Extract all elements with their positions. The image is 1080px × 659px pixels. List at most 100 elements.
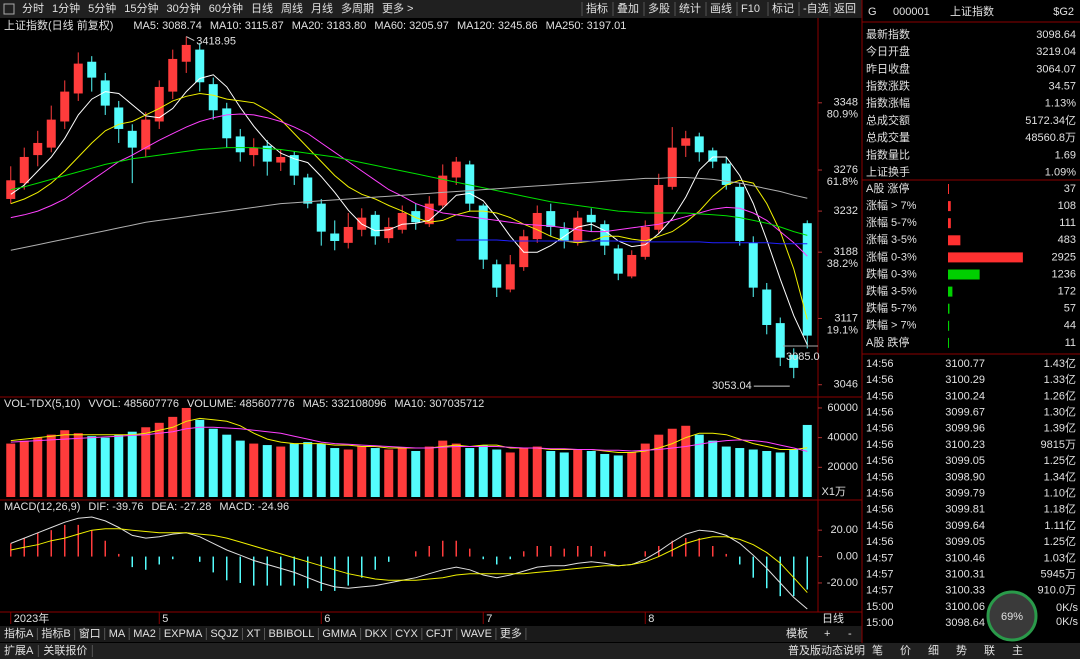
period-tab[interactable]: 周线	[281, 1, 303, 15]
indicator-tab[interactable]: DKX	[365, 628, 388, 640]
period-tab[interactable]: 月线	[311, 1, 333, 15]
tool-button[interactable]: 多股	[648, 1, 670, 15]
period-tab[interactable]: 日线	[251, 1, 273, 15]
indicator-tab[interactable]: WAVE	[461, 628, 492, 640]
quote-value: 1.09%	[1045, 167, 1076, 179]
tool-button[interactable]: 叠加	[617, 2, 639, 15]
candle-body	[181, 44, 191, 62]
tab-control[interactable]: 模板	[786, 626, 808, 640]
tool-button[interactable]: -自选	[803, 2, 829, 15]
indicator-tab[interactable]: MA	[109, 628, 126, 640]
candle-body	[411, 211, 421, 223]
period-tab[interactable]: 5分钟	[88, 1, 116, 15]
status-tab[interactable]: 笔	[872, 643, 883, 657]
breadth-label: 涨幅 0-3%	[866, 250, 917, 263]
status-tab[interactable]: 价	[900, 644, 911, 657]
period-tab[interactable]: 更多 >	[382, 1, 413, 15]
quote-code: 000001	[893, 6, 930, 18]
quote-label: 昨日收盘	[866, 61, 910, 75]
vol-legend: VVOL: 485607776	[88, 398, 179, 410]
macd-legend: DIF: -39.76	[88, 501, 143, 513]
status-tab[interactable]: 主	[1012, 644, 1023, 657]
toolbar-bg	[0, 0, 862, 18]
indicator-tab[interactable]: 指标A	[4, 626, 34, 640]
period-tab[interactable]: 60分钟	[209, 1, 243, 15]
candle-body	[6, 180, 16, 199]
breadth-label: 跌幅 > 7%	[866, 318, 917, 332]
x-tick-label: 8	[648, 613, 654, 625]
volume-bar	[789, 449, 799, 497]
candle-body	[775, 323, 785, 358]
ma-line	[456, 239, 808, 245]
breadth-label: A股 涨停	[866, 181, 909, 195]
status-info[interactable]: 普及版动态说明	[788, 643, 865, 657]
status-tab[interactable]: 联	[984, 644, 995, 657]
indicator-tab[interactable]: 窗口	[79, 626, 101, 640]
tool-button[interactable]: F10	[741, 3, 760, 15]
volume-bar	[370, 448, 380, 497]
candle-body	[73, 63, 83, 94]
tool-button[interactable]: 返回	[834, 2, 856, 15]
indicator-tab[interactable]: MA2	[133, 628, 156, 640]
period-tab[interactable]: 15分钟	[124, 1, 158, 15]
volume-bar	[303, 442, 313, 497]
y-tick-label: 20000	[827, 461, 858, 473]
candle-body	[384, 226, 394, 239]
quote-label: 指数量比	[866, 147, 910, 161]
period-tab[interactable]: 分时	[22, 2, 44, 15]
x-tick-label: 7	[486, 613, 492, 625]
tick-price: 3100.23	[945, 439, 985, 451]
tick-price: 3100.46	[945, 552, 985, 564]
indicator-tab[interactable]: GMMA	[322, 628, 357, 640]
tab-control[interactable]: -	[848, 628, 852, 640]
indicator-tab[interactable]: BBIBOLL	[269, 628, 315, 640]
status-tab[interactable]: 势	[956, 644, 967, 657]
volume-bar	[451, 443, 461, 497]
candle-body	[694, 136, 704, 153]
indicator-tab[interactable]: 指标B	[41, 626, 70, 640]
y-tick-label: -20.00	[827, 577, 858, 589]
quote-flag: G	[868, 6, 877, 18]
indicator-tab[interactable]: 更多	[500, 626, 522, 640]
tab-control[interactable]: +	[824, 628, 830, 640]
tick-time: 14:56	[866, 358, 894, 370]
indicator-tab[interactable]: CYX	[395, 628, 418, 640]
indicator-tab[interactable]: EXPMA	[164, 628, 203, 640]
indicator-tab[interactable]: XT	[246, 628, 260, 640]
breadth-count: 483	[1058, 234, 1076, 246]
candle-body	[600, 224, 610, 246]
badge-speed: 0K/s	[1056, 602, 1079, 614]
tick-time: 14:56	[866, 471, 894, 483]
tick-price: 3099.05	[945, 455, 985, 467]
volume-bar	[586, 451, 596, 497]
candle-body	[546, 211, 556, 227]
ma-line	[10, 113, 808, 257]
candle-body	[195, 49, 205, 83]
volume-bar	[519, 448, 529, 497]
tool-button[interactable]: 统计	[679, 2, 701, 15]
status-item[interactable]: 扩展A	[4, 643, 34, 657]
period-tab[interactable]: 30分钟	[167, 1, 201, 15]
tool-button[interactable]: 画线	[710, 1, 732, 15]
tick-time: 15:00	[866, 601, 894, 613]
tick-price: 3099.67	[945, 407, 985, 419]
volume-bar	[640, 443, 650, 497]
period-tab[interactable]: 1分钟	[52, 1, 80, 15]
breadth-bar	[948, 184, 949, 194]
tool-button[interactable]: 标记	[772, 1, 794, 15]
status-item[interactable]: 关联报价	[43, 643, 87, 657]
candle-body	[289, 155, 299, 176]
tool-button[interactable]: 指标	[586, 1, 608, 15]
status-tab[interactable]: 细	[928, 644, 939, 657]
indicator-tab[interactable]: SQJZ	[210, 628, 238, 640]
volume-bar	[249, 443, 259, 497]
period-tab[interactable]: 多周期	[341, 1, 374, 15]
badge-speed: 0K/s	[1056, 616, 1079, 628]
menu-icon[interactable]	[3, 3, 15, 15]
vol-legend: VOLUME: 485607776	[187, 398, 295, 410]
indicator-tab[interactable]: CFJT	[426, 628, 453, 640]
volume-bar	[222, 434, 232, 497]
tick-price: 3100.33	[945, 585, 985, 597]
quote-label: 总成交额	[866, 113, 910, 127]
